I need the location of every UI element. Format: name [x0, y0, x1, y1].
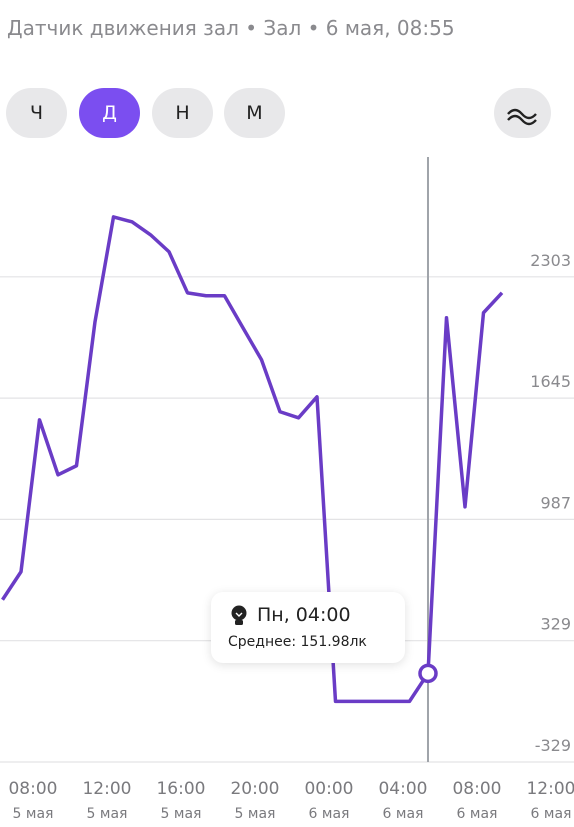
- data-line: [1, 215, 504, 704]
- bulb-icon: [231, 605, 247, 625]
- y-tick-label: 329: [540, 615, 571, 634]
- x-tick-label: 08:00: [8, 779, 57, 799]
- tooltip: Пн, 04:00 Среднее: 151.98лк: [211, 592, 405, 663]
- x-tick-date: 5 мая: [13, 806, 54, 822]
- period-button[interactable]: М: [224, 88, 285, 138]
- x-tick-date: 6 мая: [457, 806, 498, 822]
- highlight-point: [418, 663, 438, 684]
- y-tick-label: 1645: [530, 372, 571, 391]
- x-tick-label: 08:00: [452, 779, 501, 799]
- x-tick-date: 5 мая: [161, 806, 202, 822]
- period-button[interactable]: Д: [79, 88, 140, 138]
- x-tick-label: 12:00: [526, 779, 574, 799]
- x-tick-date: 5 мая: [87, 806, 128, 822]
- x-tick-label: 00:00: [304, 779, 353, 799]
- x-tick-date: 5 мая: [235, 806, 276, 822]
- tooltip-label: Среднее: 151.98лк: [228, 634, 367, 650]
- x-tick-label: 04:00: [378, 779, 427, 799]
- chart-mode-button[interactable]: [494, 88, 551, 138]
- period-button[interactable]: Ч: [6, 88, 67, 138]
- x-tick-label: 20:00: [230, 779, 279, 799]
- x-tick-label: 16:00: [156, 779, 205, 799]
- tooltip-title: Пн, 04:00: [257, 604, 351, 626]
- x-tick-label: 12:00: [82, 779, 131, 799]
- y-tick-label: -329: [535, 736, 571, 755]
- wave-icon: [507, 108, 537, 126]
- header-title: Датчик движения зал • Зал • 6 мая, 08:55: [7, 16, 455, 40]
- y-tick-label: 987: [540, 493, 571, 512]
- period-button[interactable]: Н: [152, 88, 213, 138]
- x-tick-date: 6 мая: [383, 806, 424, 822]
- y-tick-label: 2303: [530, 251, 571, 270]
- x-tick-date: 6 мая: [531, 806, 572, 822]
- x-tick-date: 6 мая: [309, 806, 350, 822]
